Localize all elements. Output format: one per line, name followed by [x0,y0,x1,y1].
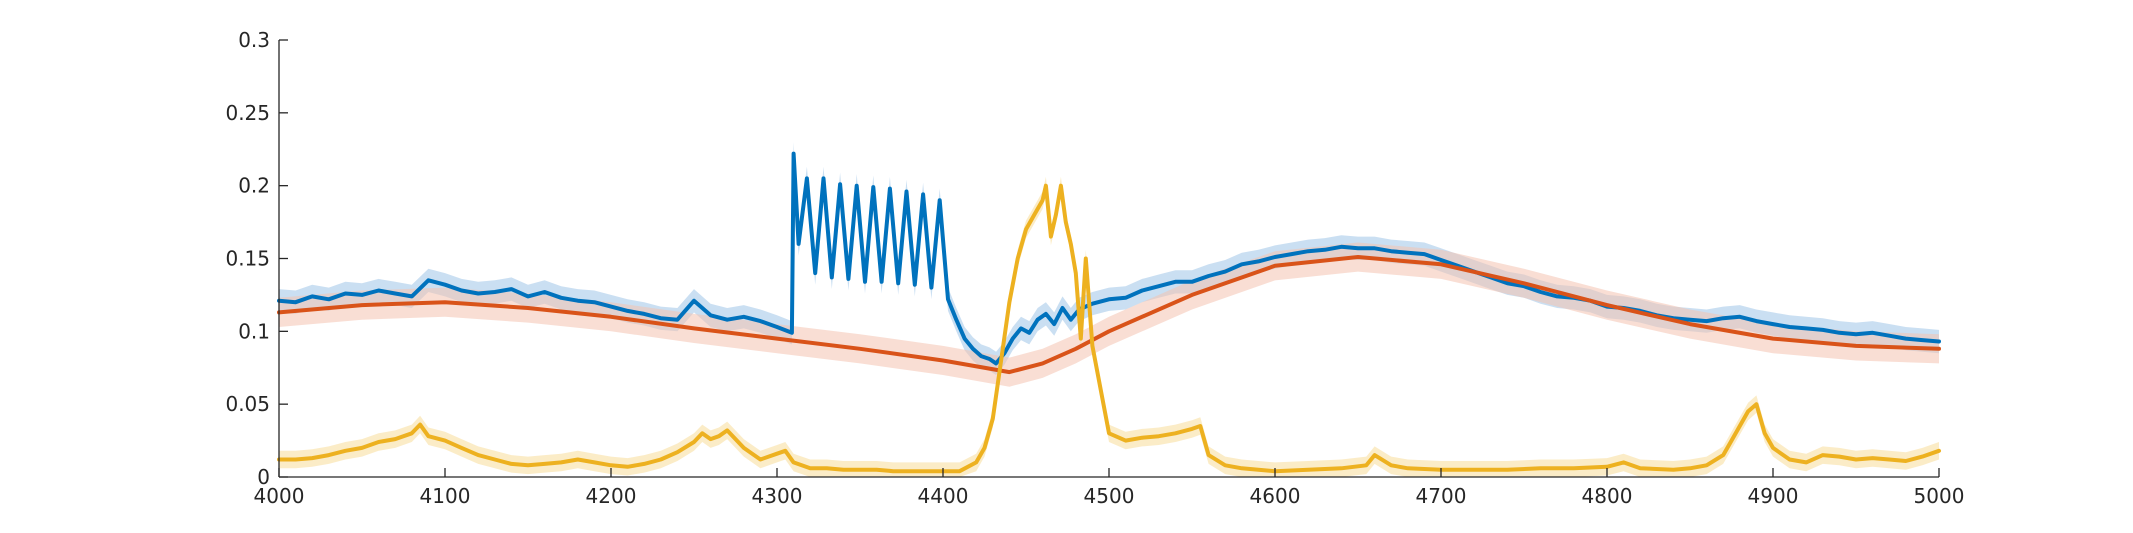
series-lines [277,151,1941,474]
x-tick-label: 4500 [1084,484,1135,508]
y-tick-label: 0 [257,465,270,489]
x-tick-label: 4900 [1748,484,1799,508]
y-tick-label: 0.05 [225,392,270,416]
y-tick-label: 0.2 [238,174,270,198]
x-tick-label: 4600 [1250,484,1301,508]
x-tick-label: 4400 [918,484,969,508]
x-axis-ticks: 4000 4100 4200 4300 4400 4500 4600 4700 4800 4900… [254,468,1965,508]
x-tick-label: 5000 [1914,484,1965,508]
x-tick-label: 4700 [1416,484,1467,508]
series-3-line [277,183,1941,474]
x-tick-label: 4300 [752,484,803,508]
axes [278,40,1939,478]
x-tick-label: 4000 [254,484,305,508]
y-tick-label: 0.15 [225,247,270,271]
y-tick-label: 0.25 [225,101,270,125]
x-tick-label: 4800 [1582,484,1633,508]
series-2-line [277,255,1941,375]
series-2-band [279,242,1939,387]
y-axis-ticks: 0 0.05 0.1 0.15 0.2 0.25 0.3 [225,28,288,489]
y-tick-label: 0.1 [238,319,270,343]
x-tick-label: 4100 [420,484,471,508]
x-tick-label: 4200 [586,484,637,508]
y-tick-label: 0.3 [238,28,270,52]
